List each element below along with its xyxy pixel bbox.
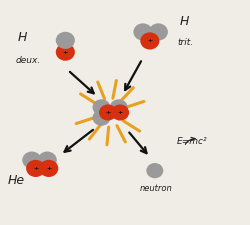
Circle shape [111, 104, 129, 121]
Circle shape [39, 160, 58, 177]
Text: +: + [147, 38, 152, 43]
Circle shape [133, 23, 152, 40]
Text: deux.: deux. [16, 56, 41, 65]
Text: +: + [63, 50, 68, 55]
Text: E=mc²: E=mc² [177, 137, 208, 146]
Text: H: H [180, 15, 189, 28]
Circle shape [140, 32, 160, 50]
Circle shape [56, 43, 75, 61]
Circle shape [26, 160, 45, 177]
Circle shape [22, 151, 42, 169]
Text: +: + [118, 110, 123, 115]
Circle shape [149, 23, 168, 40]
Circle shape [56, 32, 75, 49]
Text: trit.: trit. [177, 38, 193, 47]
Text: +: + [105, 110, 110, 115]
Circle shape [110, 99, 128, 115]
Text: He: He [8, 174, 25, 187]
Circle shape [92, 110, 110, 126]
Text: H: H [18, 31, 28, 44]
Circle shape [92, 99, 110, 115]
Circle shape [38, 151, 57, 169]
Text: +: + [46, 166, 52, 171]
Text: neutron: neutron [140, 184, 173, 193]
Circle shape [99, 104, 117, 121]
Text: +: + [33, 166, 38, 171]
Circle shape [146, 163, 163, 178]
